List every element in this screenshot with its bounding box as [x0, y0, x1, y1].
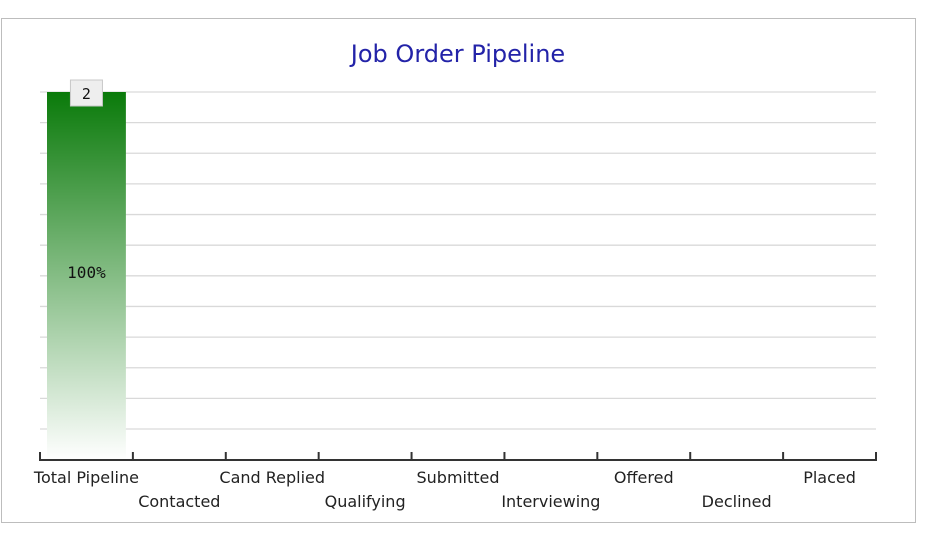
bar-percent-label: 100% [67, 263, 106, 282]
x-tick-label: Placed [803, 468, 856, 487]
bar-value-label: 2 [82, 85, 91, 103]
chart-title: Job Order Pipeline [350, 40, 566, 68]
x-tick-label: Declined [702, 492, 772, 511]
x-tick-label: Interviewing [501, 492, 600, 511]
x-tick-label: Cand Replied [219, 468, 325, 487]
x-tick-label: Total Pipeline [33, 468, 139, 487]
x-tick-label: Offered [614, 468, 674, 487]
x-tick-label: Contacted [138, 492, 220, 511]
chart-frame [1, 18, 916, 523]
bar-value-box [69, 79, 103, 107]
bar-total-pipeline [47, 92, 126, 460]
x-tick-label: Submitted [416, 468, 499, 487]
x-tick-label: Qualifying [325, 492, 406, 511]
